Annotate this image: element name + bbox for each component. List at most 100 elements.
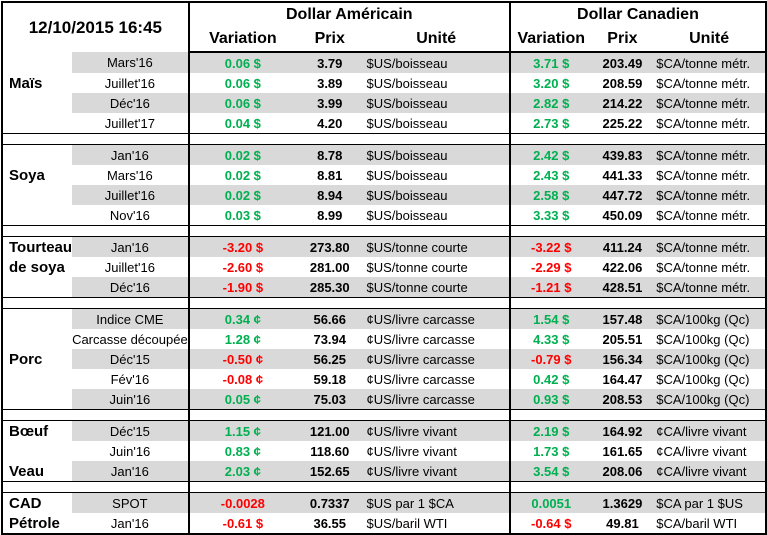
ca-unit: $CA/100kg (Qc)	[653, 349, 766, 369]
us-unit: ¢US/livre carcasse	[363, 329, 511, 349]
ca-variation: 2.73 $	[533, 115, 570, 131]
table-row: CAD SPOT -0.0028 0.7337 $US par 1 $CA 0.0051 1…	[2, 492, 766, 513]
us-variation: 0.02 $	[188, 144, 296, 165]
commodity-label: Maïs	[9, 74, 43, 92]
us-price: 0.7337	[296, 492, 364, 513]
us-price: 3.79	[296, 52, 364, 73]
us-price: 152.65	[296, 461, 364, 482]
us-unit: ¢US/livre carcasse	[363, 369, 511, 389]
table-row: Juin'16 0.83 ¢ 118.60 ¢US/livre vivant 1.73 …	[2, 441, 766, 461]
ca-unit: $CA/tonne métr.	[656, 115, 751, 131]
ca-variation: 1.54 $	[509, 308, 592, 329]
ca-unit: $CA par 1 $US	[653, 492, 766, 513]
us-price: 56.66	[296, 308, 364, 329]
us-variation: 0.05 ¢	[188, 389, 296, 410]
us-variation: 0.06 $	[224, 75, 261, 91]
ca-unit: $CA/tonne métr.	[653, 93, 766, 113]
ca-unite-header: Unité	[653, 27, 766, 53]
commodity-label	[2, 185, 72, 205]
ca-price: 1.3629	[591, 492, 654, 513]
ca-price: 447.72	[591, 185, 654, 205]
us-price: 36.55	[313, 515, 347, 531]
ca-variation: 2.19 $	[509, 420, 592, 441]
separator-cell	[2, 225, 190, 237]
separator-cell	[2, 481, 190, 493]
ca-variation: 4.33 $	[533, 331, 570, 347]
ca-price: 428.51	[591, 277, 654, 298]
us-unit: ¢US/livre carcasse	[363, 389, 511, 410]
ca-variation: 3.54 $	[509, 461, 592, 482]
us-unit: ¢US/livre carcasse	[363, 349, 511, 369]
ca-price: 450.09	[602, 207, 643, 223]
table-row: Porc Déc'15 -0.50 ¢ 56.25 ¢US/livre carcasse…	[2, 349, 766, 369]
separator-cell	[188, 133, 511, 145]
ca-variation: 3.20 $	[533, 75, 570, 91]
us-price: 56.25	[296, 349, 364, 369]
ca-unit: $CA/tonne métr.	[653, 277, 766, 298]
us-variation: 0.04 $	[224, 115, 261, 131]
us-variation: -0.50 ¢	[188, 349, 296, 369]
us-price: 285.30	[296, 277, 364, 298]
ca-unit: $CA/tonne métr.	[653, 185, 766, 205]
us-variation: 0.83 ¢	[224, 443, 261, 459]
us-unit: $US/boisseau	[363, 93, 511, 113]
separator-cell	[509, 297, 766, 309]
us-unit: $US/boisseau	[363, 144, 511, 165]
us-variation: 0.03 $	[224, 207, 261, 223]
ca-price: 156.34	[591, 349, 654, 369]
ca-variation: 2.82 $	[509, 93, 592, 113]
separator-cell	[188, 297, 511, 309]
group-separator	[2, 481, 766, 493]
table-row: Bœuf Déc'15 1.15 ¢ 121.00 ¢US/livre vivant 2.…	[2, 420, 766, 441]
ca-variation: 3.33 $	[533, 207, 570, 223]
group-separator	[2, 297, 766, 309]
contract-month: Jan'16	[72, 461, 190, 482]
us-unit: $US/tonne courte	[363, 257, 511, 277]
ca-variation: -3.22 $	[509, 236, 592, 257]
us-price: 3.99	[296, 93, 364, 113]
table-row: Tourteau Jan'16 -3.20 $273.80 $US/tonne cou…	[2, 236, 766, 257]
table-row: Juillet'17 0.04 $ 4.20 $US/boisseau 2.73 $ 22…	[2, 113, 766, 134]
us-price: 8.78	[296, 144, 364, 165]
contract-month: Jan'16	[72, 236, 190, 257]
us-price: 281.00	[309, 259, 350, 275]
ca-unit: $CA/tonne métr.	[653, 236, 766, 257]
contract-month: Jan'16	[72, 144, 190, 165]
ca-variation: -2.29 $	[531, 259, 572, 275]
us-price: 3.89	[317, 75, 343, 91]
commodity-label	[2, 145, 72, 166]
contract-month: Indice CME	[72, 308, 190, 329]
us-unit: $US/boisseau	[363, 113, 511, 134]
commodity-label	[2, 389, 72, 410]
ca-price: 439.83	[591, 144, 654, 165]
separator-cell	[509, 481, 766, 493]
commodity-label: Veau	[9, 462, 45, 480]
contract-month: Carcasse découpée	[72, 329, 190, 349]
commodity-label	[2, 277, 72, 298]
ca-unit: $CA/baril WTI	[656, 515, 738, 531]
us-variation: 0.02 $	[188, 185, 296, 205]
commodity-label: Pétrole	[9, 514, 60, 532]
contract-month: Juillet'16	[72, 257, 190, 277]
separator-cell	[2, 133, 190, 145]
ca-variation: 0.93 $	[509, 389, 592, 410]
ca-price: 49.81	[606, 515, 639, 531]
contract-month: Nov'16	[72, 205, 190, 226]
ca-unit: $CA/tonne métr.	[656, 75, 751, 91]
ca-price: 208.59	[602, 75, 643, 91]
table-row: Maïs Juillet'16 0.06 $ 3.89 $US/boisseau 3.20…	[2, 73, 766, 93]
ca-variation: 3.71 $	[509, 52, 592, 73]
contract-month: Déc'16	[72, 277, 190, 298]
ca-price: 208.53	[591, 389, 654, 410]
separator-cell	[509, 225, 766, 237]
us-price: 73.94	[313, 331, 347, 347]
commodity-label	[2, 52, 72, 73]
table-row: Juin'16 0.05 ¢ 75.03 ¢US/livre carcasse 0.93…	[2, 389, 766, 410]
table-row: Juillet'16 0.02 $8.94 $US/boisseau 2.58 $44…	[2, 185, 766, 205]
us-unit: ¢US/livre carcasse	[363, 308, 511, 329]
us-variation-header: Variation	[188, 27, 296, 53]
table-row: Soya Mars'16 0.02 $ 8.81 $US/boisseau 2.43 $ 4…	[2, 165, 766, 185]
us-unit: $US/boisseau	[363, 73, 511, 93]
ca-variation: -1.21 $	[509, 277, 592, 298]
